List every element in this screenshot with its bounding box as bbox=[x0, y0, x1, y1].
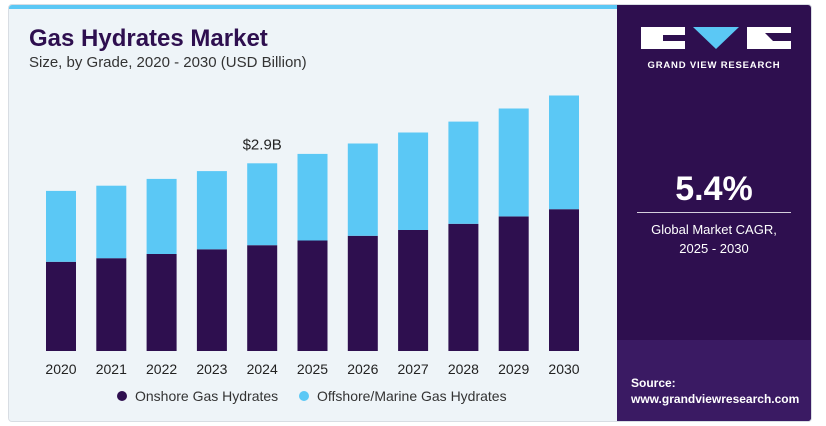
bar-onshore-2030 bbox=[549, 209, 579, 351]
cagr-divider bbox=[637, 212, 791, 213]
x-tick-label-2021: 2021 bbox=[96, 361, 127, 377]
bar-onshore-2022 bbox=[146, 254, 177, 351]
side-panel: GRAND VIEW RESEARCH 5.4% Global Market C… bbox=[617, 5, 811, 421]
bar-onshore-2027 bbox=[398, 230, 429, 351]
bar-offshore-2024 bbox=[247, 163, 278, 246]
bar-onshore-2021 bbox=[96, 258, 127, 351]
legend-item-onshore: Onshore Gas Hydrates bbox=[117, 388, 278, 404]
x-tick-label-2026: 2026 bbox=[347, 361, 378, 377]
bar-offshore-2023 bbox=[196, 171, 227, 250]
legend-label-offshore: Offshore/Marine Gas Hydrates bbox=[317, 388, 507, 404]
x-tick-label-2024: 2024 bbox=[247, 361, 278, 377]
x-tick-label-2030: 2030 bbox=[548, 361, 579, 377]
source-url: www.grandviewresearch.com bbox=[631, 392, 800, 406]
legend-item-offshore: Offshore/Marine Gas Hydrates bbox=[299, 388, 507, 404]
x-tick-label-2028: 2028 bbox=[448, 361, 479, 377]
bar-offshore-2021 bbox=[96, 185, 127, 259]
chart-panel: Gas Hydrates Market Size, by Grade, 2020… bbox=[9, 5, 617, 421]
cagr-value: 5.4% bbox=[675, 170, 753, 208]
cagr-label: Global Market CAGR, 2025 - 2030 bbox=[617, 220, 811, 258]
bar-onshore-2020 bbox=[46, 261, 76, 351]
bar-offshore-2026 bbox=[347, 143, 378, 236]
accent-strip bbox=[9, 5, 617, 9]
x-tick-label-2020: 2020 bbox=[45, 361, 76, 377]
source-block: Source: www.grandviewresearch.com bbox=[617, 340, 811, 421]
cagr-label-line1: Global Market CAGR, bbox=[651, 222, 777, 237]
x-tick-label-2025: 2025 bbox=[297, 361, 328, 377]
cagr-label-line2: 2025 - 2030 bbox=[679, 241, 749, 256]
legend-swatch-offshore bbox=[299, 391, 309, 402]
grand-view-research-logo bbox=[641, 27, 791, 49]
legend-label-onshore: Onshore Gas Hydrates bbox=[135, 388, 279, 404]
x-tick-label-2023: 2023 bbox=[196, 361, 227, 377]
bar-onshore-2026 bbox=[347, 235, 378, 351]
bar-onshore-2025 bbox=[297, 240, 328, 351]
bar-offshore-2020 bbox=[46, 190, 76, 262]
data-label-2024: $2.9B bbox=[243, 136, 282, 153]
infographic-frame: Gas Hydrates Market Size, by Grade, 2020… bbox=[8, 4, 812, 422]
brand-name: GRAND VIEW RESEARCH bbox=[647, 60, 781, 71]
chart-title: Gas Hydrates Market bbox=[29, 25, 268, 52]
bar-onshore-2023 bbox=[196, 249, 227, 351]
bar-offshore-2030 bbox=[549, 95, 579, 210]
bar-onshore-2028 bbox=[448, 223, 479, 351]
bar-onshore-2029 bbox=[498, 216, 529, 351]
x-tick-label-2029: 2029 bbox=[498, 361, 529, 377]
x-tick-label-2027: 2027 bbox=[398, 361, 429, 377]
bar-offshore-2022 bbox=[146, 178, 177, 254]
bar-chart: 2020 2021 2022 2023 2024 2025 2026 2027 2028 2029… bbox=[45, 95, 580, 377]
bar-offshore-2029 bbox=[498, 108, 529, 217]
x-tick-label-2022: 2022 bbox=[146, 361, 177, 377]
chart-subtitle: Size, by Grade, 2020 - 2030 (USD Billion… bbox=[29, 54, 307, 71]
bar-offshore-2027 bbox=[398, 132, 429, 230]
legend-swatch-onshore bbox=[117, 391, 127, 402]
bar-offshore-2025 bbox=[297, 153, 328, 241]
bar-offshore-2028 bbox=[448, 121, 479, 224]
source-title: Source: bbox=[631, 376, 676, 390]
bar-onshore-2024 bbox=[247, 245, 278, 351]
